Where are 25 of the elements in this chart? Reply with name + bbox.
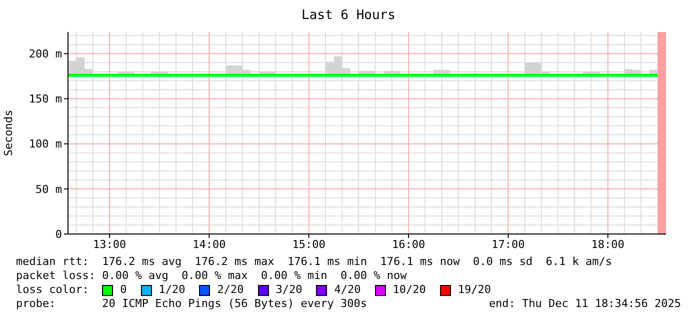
y-tick-label: 150 m	[28, 92, 62, 106]
y-tick-label: 50 m	[36, 182, 62, 196]
text: probe: 20 ICMP Echo Pings (56 Bytes) every 300s	[16, 297, 367, 310]
x-tick-label: 13:00	[92, 238, 126, 251]
x-tick-label: 18:00	[591, 238, 624, 251]
y-tick-label: 200 m	[28, 48, 62, 61]
legend-label: 4/20	[333, 283, 361, 297]
x-tick-label: 16:00	[392, 238, 426, 251]
x-tick-label: 14:00	[192, 238, 226, 251]
legend-label: 1/20	[158, 283, 186, 297]
y-axis-title: Seconds	[2, 110, 15, 156]
x-tick-label: 15:00	[292, 238, 326, 251]
legend-label: 0	[119, 283, 127, 297]
x-tick-label: 17:00	[492, 238, 525, 251]
text: packet loss: 0.00 % avg 0.00 % max 0.00 % min 0.00 % now	[16, 269, 408, 283]
text: end: Thu Dec 11 18:34:56 2025	[488, 297, 681, 311]
legend-label: 3/20	[274, 283, 302, 297]
legend-label: 10/20	[392, 283, 426, 297]
text: median rtt: 176.2 ms avg 176.2 ms max 176.1 ms min 176.1 ms now 0.0 ms sd 6.1 k am/s	[16, 255, 612, 269]
chart-title: Last 6 Hours	[300, 8, 396, 23]
legend-label: 19/20	[456, 283, 491, 297]
legend-title: loss color:	[16, 283, 90, 297]
legend-label: 2/20	[216, 283, 244, 297]
y-tick-label: 0	[55, 228, 62, 241]
y-tick-label: 100 m	[28, 138, 62, 151]
